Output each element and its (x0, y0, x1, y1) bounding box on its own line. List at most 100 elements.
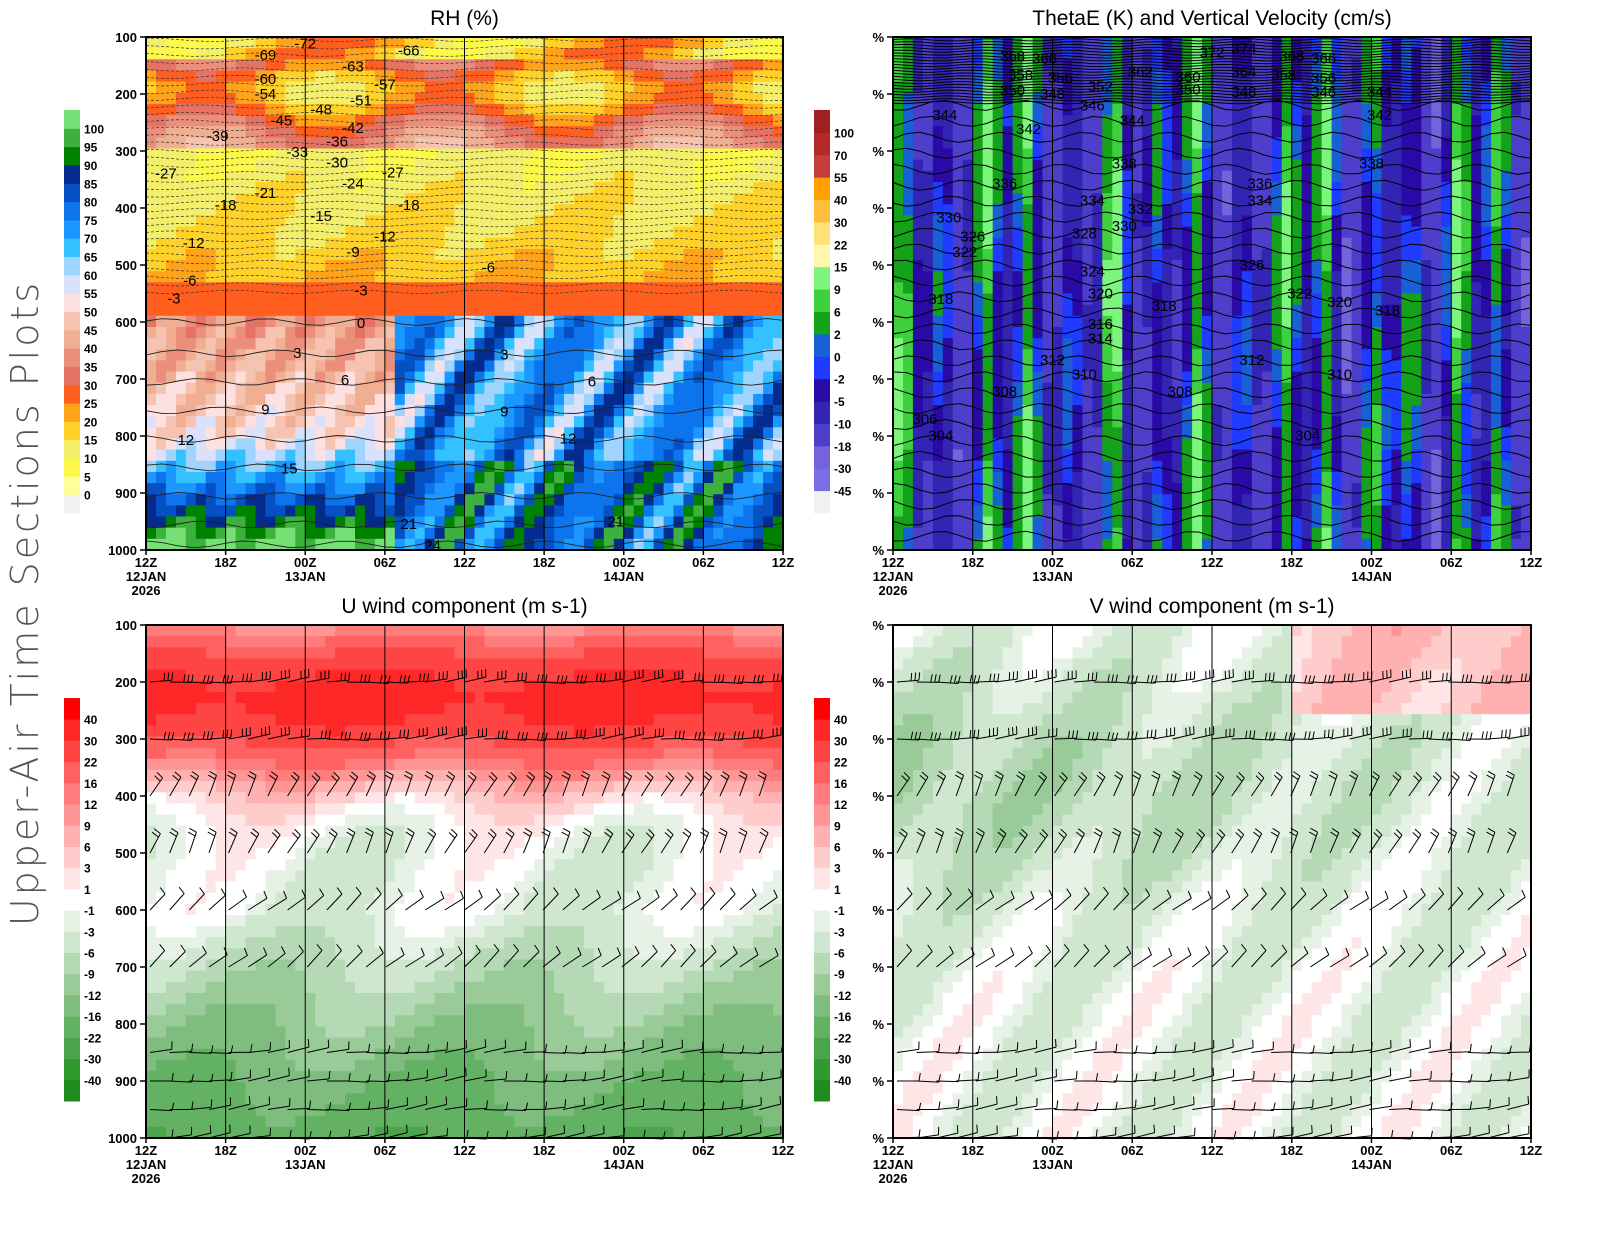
shade-cell (1192, 338, 1203, 350)
shade-cell (1072, 237, 1083, 250)
shade-cell (414, 505, 426, 518)
shade-cell (245, 170, 257, 183)
shade-cell (454, 182, 466, 194)
shade-cell (355, 494, 366, 506)
shade-cell (245, 92, 257, 105)
shade-cell (623, 148, 635, 161)
shade-cell (355, 37, 366, 49)
shade-cell (1212, 338, 1223, 350)
shade-cell (325, 382, 336, 395)
shade-cell (1281, 182, 1293, 194)
shade-cell (1142, 137, 1153, 150)
shade-cell (335, 271, 346, 283)
shade-cell (932, 327, 944, 339)
shade-cell (295, 483, 306, 495)
shade-cell (1092, 282, 1103, 295)
shade-cell (962, 237, 974, 250)
shade-cell (1222, 170, 1233, 183)
shade-cell (215, 48, 227, 60)
shade-cell (713, 115, 724, 127)
shade-cell (434, 126, 446, 138)
shade-cell (1092, 360, 1103, 373)
shade-cell (583, 81, 595, 94)
shade-cell (1202, 137, 1213, 150)
shade-cell (215, 115, 227, 127)
shade-cell (942, 494, 954, 506)
shade-cell (544, 449, 555, 462)
shade-cell (912, 159, 924, 172)
shade-cell (713, 315, 724, 328)
shade-cell (285, 460, 296, 473)
shade-cell (952, 460, 964, 473)
shade-cell (1012, 405, 1024, 417)
shade-cell (454, 315, 466, 328)
shade-cell (1212, 226, 1223, 239)
shade-cell (623, 371, 635, 384)
shade-cell (623, 271, 635, 283)
shade-cell (972, 427, 984, 440)
shade-cell (1042, 483, 1054, 495)
shade-cell (583, 92, 595, 105)
shade-cell (255, 248, 267, 261)
shade-cell (1052, 471, 1064, 484)
shade-cell (384, 215, 396, 228)
shade-cell (1142, 282, 1153, 295)
temperature-contour-dashed (145, 97, 784, 102)
shade-cell (1261, 460, 1273, 473)
shade-cell (683, 483, 695, 495)
shade-cell (255, 416, 267, 428)
shade-cell (1012, 126, 1024, 138)
shade-cell (1002, 371, 1014, 384)
shade-cell (434, 204, 446, 217)
shade-cell (544, 338, 555, 350)
shade-cell (444, 338, 456, 350)
shade-cell (305, 248, 316, 261)
shade-cell (384, 449, 396, 462)
shade-cell (932, 215, 944, 228)
shade-cell (1142, 494, 1153, 506)
shade-cell (574, 338, 585, 350)
shade-cell (524, 494, 535, 506)
shade-cell (374, 126, 386, 138)
shade-cell (603, 204, 615, 217)
shade-cell (982, 393, 994, 406)
shade-cell (623, 315, 635, 328)
temperature-contour-dashed (145, 274, 784, 280)
shade-cell (295, 494, 306, 506)
shade-cell (504, 538, 515, 551)
shade-cell (1032, 304, 1044, 317)
temperature-contour-dashed (145, 74, 784, 79)
shade-cell (773, 170, 784, 183)
shade-cell (205, 538, 217, 551)
shade-cell (1172, 159, 1183, 172)
shade-cell (1022, 293, 1034, 306)
temperature-contour-dashed (145, 208, 784, 213)
shade-cell (374, 371, 386, 384)
shade-cell (434, 371, 446, 384)
shade-cell (922, 416, 934, 428)
shade-cell (603, 226, 615, 239)
shade-cell (394, 483, 406, 495)
shade-cell (733, 59, 744, 72)
shade-cell (593, 81, 605, 94)
shade-cell (1002, 170, 1014, 183)
shade-cell (156, 204, 167, 217)
shade-cell (225, 338, 237, 350)
shade-cell (703, 527, 714, 540)
shade-cell (185, 282, 197, 295)
shade-cell (295, 338, 306, 350)
shade-cell (1032, 248, 1044, 261)
shade-cell (295, 427, 306, 440)
shade-cell (743, 471, 754, 484)
shade-cell (932, 371, 944, 384)
shade-cell (743, 115, 754, 127)
shade-cell (753, 382, 764, 395)
shade-cell (593, 393, 605, 406)
shade-cell (1012, 193, 1024, 205)
shade-cell (355, 215, 366, 228)
shade-cell (205, 505, 217, 518)
shade-cell (972, 159, 984, 172)
shade-cell (1241, 393, 1253, 406)
shade-cell (335, 182, 346, 194)
shade-cell (325, 516, 336, 529)
